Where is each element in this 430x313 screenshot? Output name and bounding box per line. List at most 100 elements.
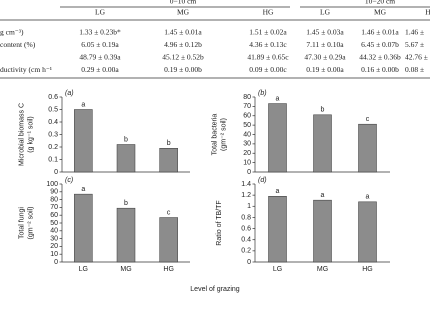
significance-letter: a bbox=[81, 186, 85, 193]
table-cell: 42.76 ± bbox=[405, 53, 428, 62]
table-cell: 45.12 ± 0.52b bbox=[162, 53, 204, 62]
column-header: MG bbox=[177, 8, 190, 17]
y-tick-label: 80 bbox=[243, 94, 251, 101]
x-tick-label: HG bbox=[163, 266, 174, 273]
significance-letter: a bbox=[366, 194, 370, 201]
y-tick-label: 40 bbox=[243, 131, 251, 138]
y-tick-label: 0 bbox=[247, 259, 251, 266]
column-header: LG bbox=[95, 8, 106, 17]
table-cell: 47.30 ± 0.29a bbox=[304, 53, 346, 62]
y-tick-label: 0 bbox=[247, 169, 251, 176]
y-axis-label: (g kg⁻¹ soil) bbox=[27, 116, 34, 152]
significance-letter: b bbox=[321, 107, 325, 114]
x-tick-label: MG bbox=[317, 266, 328, 273]
table-cell: 0.08 ± bbox=[405, 65, 424, 74]
significance-letter: a bbox=[81, 101, 85, 108]
y-axis-label: Total fungi bbox=[18, 207, 25, 239]
y-axis-label: Microbial biomass C bbox=[18, 103, 25, 166]
depth-header: 10−20 cm bbox=[365, 0, 395, 6]
y-tick-label: 0.3 bbox=[48, 131, 58, 138]
y-tick-label: 0.8 bbox=[241, 214, 251, 221]
table-cell: 1.33 ± 0.23b* bbox=[79, 28, 121, 37]
bar bbox=[358, 201, 377, 263]
table-cell: 1.51 ± 0.02a bbox=[249, 28, 287, 37]
significance-letter: b bbox=[124, 200, 128, 207]
y-tick-label: 20 bbox=[50, 243, 58, 250]
bar bbox=[74, 193, 93, 263]
table-cell: 48.79 ± 0.39a bbox=[79, 53, 121, 62]
significance-letter: c bbox=[366, 116, 370, 123]
y-tick-label: 0.6 bbox=[48, 94, 58, 101]
significance-letter: a bbox=[321, 192, 325, 199]
bar bbox=[268, 196, 287, 263]
y-tick-label: 90 bbox=[50, 189, 58, 196]
panel-label: (a) bbox=[65, 90, 74, 97]
y-tick-label: 0.1 bbox=[48, 156, 58, 163]
y-tick-label: 0.4 bbox=[241, 237, 251, 244]
y-tick-label: 30 bbox=[50, 235, 58, 242]
table-cell: 1.45 ± 0.01a bbox=[164, 28, 202, 37]
table-cell: 5.67 ± bbox=[405, 40, 424, 49]
y-tick-label: 0.2 bbox=[48, 144, 58, 151]
x-tick-label: LG bbox=[273, 266, 282, 273]
y-tick-label: 1.2 bbox=[241, 192, 251, 199]
y-tick-label: 30 bbox=[243, 141, 251, 148]
column-header: HG bbox=[263, 8, 274, 17]
y-tick-label: 20 bbox=[243, 150, 251, 157]
column-header: H bbox=[425, 8, 430, 17]
panel-label: (b) bbox=[258, 90, 267, 97]
y-tick-label: 100 bbox=[46, 181, 58, 188]
y-tick-label: 0.2 bbox=[241, 248, 251, 255]
bar bbox=[159, 148, 178, 173]
y-tick-label: 1 bbox=[247, 203, 251, 210]
y-tick-label: 0.6 bbox=[241, 225, 251, 232]
table-cell: 6.05 ± 0.19a bbox=[81, 40, 119, 49]
significance-letter: c bbox=[167, 209, 171, 216]
row-label: g cm⁻³) bbox=[0, 28, 24, 37]
y-tick-label: 70 bbox=[50, 204, 58, 211]
x-axis-label: Level of grazing bbox=[190, 286, 240, 293]
table-cell: 0.19 ± 0.00b bbox=[164, 65, 202, 74]
table-cell: 0.09 ± 0.00c bbox=[249, 65, 287, 74]
table-cell: 1.45 ± 0.03a bbox=[306, 28, 344, 37]
table-cell: 1.46 ± 0.01a bbox=[361, 28, 399, 37]
y-tick-label: 0 bbox=[54, 169, 58, 176]
panel-label: (d) bbox=[258, 177, 267, 184]
significance-letter: a bbox=[276, 95, 280, 102]
x-tick-label: MG bbox=[120, 266, 131, 273]
table-cell: 0.19 ± 0.00a bbox=[306, 65, 344, 74]
table-cell: 44.32 ± 0.36b bbox=[359, 53, 401, 62]
y-tick-label: 10 bbox=[243, 159, 251, 166]
y-tick-label: 10 bbox=[50, 251, 58, 258]
y-axis-label: (gm⁻² soil) bbox=[220, 118, 227, 151]
x-tick-label: LG bbox=[79, 266, 88, 273]
y-tick-label: 70 bbox=[243, 103, 251, 110]
y-tick-label: 1.4 bbox=[241, 181, 251, 188]
row-label: ductivity (cm h⁻¹ bbox=[0, 65, 52, 74]
table-cell: 4.96 ± 0.12b bbox=[164, 40, 202, 49]
column-header: MG bbox=[374, 8, 387, 17]
bar bbox=[358, 123, 377, 173]
bar bbox=[116, 207, 136, 263]
y-tick-label: 0.4 bbox=[48, 119, 58, 126]
y-tick-label: 80 bbox=[50, 196, 58, 203]
bar bbox=[313, 114, 332, 173]
y-tick-label: 60 bbox=[50, 212, 58, 219]
y-axis-label: Ratio of TB/TF bbox=[216, 200, 223, 245]
y-tick-label: 40 bbox=[50, 228, 58, 235]
panel-label: (c) bbox=[65, 177, 73, 184]
column-header: LG bbox=[320, 8, 331, 17]
bar bbox=[268, 103, 287, 173]
table-cell: 7.11 ± 0.10a bbox=[306, 40, 344, 49]
table-cell: 4.36 ± 0.13c bbox=[249, 40, 287, 49]
x-tick-label: HG bbox=[362, 266, 373, 273]
y-tick-label: 50 bbox=[243, 122, 251, 129]
y-axis-label: (gm⁻² soil) bbox=[27, 207, 34, 240]
bar bbox=[313, 199, 332, 263]
significance-letter: b bbox=[167, 140, 171, 147]
depth-header: 0−10 cm bbox=[170, 0, 197, 6]
table-cell: 1.46 ± bbox=[405, 28, 424, 37]
significance-letter: a bbox=[276, 188, 280, 195]
table-cell: 6.45 ± 0.07b bbox=[361, 40, 399, 49]
